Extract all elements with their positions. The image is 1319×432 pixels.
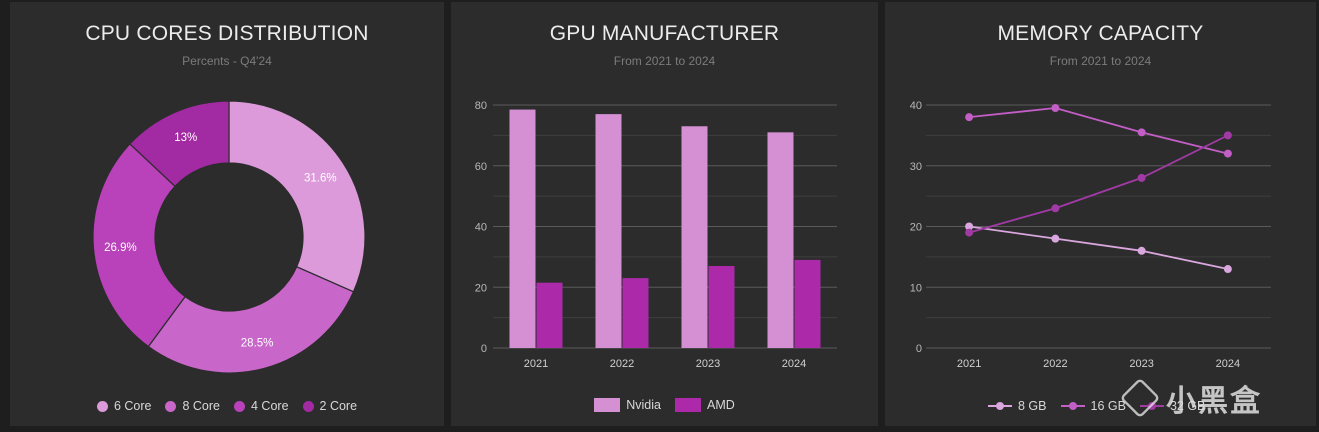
legend-item[interactable]: 6 Core — [96, 399, 152, 413]
legend-swatch — [96, 400, 108, 412]
chart-legend: Nvidia AMD — [451, 398, 878, 412]
legend-label: AMD — [706, 398, 735, 412]
legend-swatch — [594, 398, 621, 412]
donut-slice — [228, 100, 366, 293]
legend-swatch — [165, 400, 177, 412]
y-tick-label: 10 — [910, 282, 922, 294]
bar — [708, 265, 735, 348]
chart-legend: 6 Core 8 Core 4 Core 2 Core — [10, 399, 444, 413]
watermark: 小黑盒 — [1119, 376, 1262, 420]
series-line — [968, 225, 1229, 270]
legend-swatch — [1060, 400, 1085, 412]
bar — [536, 282, 563, 348]
data-point — [1137, 128, 1146, 137]
chart-title: CPU CORES DISTRIBUTION — [85, 22, 369, 45]
data-point — [1051, 204, 1060, 213]
bar — [595, 114, 622, 348]
cpu-cores-panel: CPU CORES DISTRIBUTION Percents - Q4'24 … — [10, 2, 444, 426]
chart-legend: 8 GB 16 GB 32 GB — [885, 399, 1316, 413]
legend-label: 8 Core — [182, 399, 220, 413]
donut-slice — [147, 266, 355, 374]
x-tick-label: 2023 — [1129, 358, 1153, 370]
legend-label: 16 GB — [1090, 399, 1126, 413]
watermark-text: 小黑盒 — [1166, 385, 1262, 418]
y-tick-label: 0 — [916, 343, 922, 355]
x-tick-label: 2022 — [610, 358, 634, 370]
x-tick-label: 2023 — [696, 358, 720, 370]
x-tick-label: 2024 — [782, 358, 806, 370]
x-tick-label: 2024 — [1216, 358, 1240, 370]
legend-label: 6 Core — [113, 399, 152, 413]
x-tick-label: 2021 — [957, 358, 981, 370]
series-line — [968, 134, 1229, 234]
y-tick-label: 0 — [481, 343, 487, 355]
line-chart: 0 10 20 30 40 2021 2022 2023 2024 — [910, 100, 1271, 370]
legend-label: 4 Core — [251, 399, 289, 413]
legend-item[interactable]: 4 Core — [234, 399, 289, 413]
x-tick-label: 2022 — [1043, 358, 1067, 370]
data-point — [965, 113, 974, 122]
data-point — [1051, 104, 1060, 113]
legend-item[interactable]: 32 GB — [1139, 399, 1206, 413]
memory-capacity-panel: MEMORY CAPACITY From 2021 to 2024 0 10 20 3… — [885, 2, 1316, 426]
legend-item[interactable]: AMD — [674, 398, 735, 412]
chart-title: GPU MANUFACTURER — [549, 22, 780, 45]
legend-item[interactable]: 2 Core — [302, 399, 358, 413]
series-line — [969, 107, 1229, 155]
data-point — [1223, 131, 1232, 140]
chart-subtitle: Percents - Q4'24 — [182, 54, 272, 68]
slice-value-label: 26.9% — [104, 242, 137, 254]
data-point — [1051, 234, 1060, 243]
legend-swatch — [302, 400, 314, 412]
data-point — [1223, 149, 1232, 158]
donut-chart: 31.6% 28.5% 26.9% 13% — [92, 100, 366, 374]
legend-item[interactable]: 16 GB — [1060, 399, 1126, 413]
chart-subtitle: From 2021 to 2024 — [613, 54, 716, 68]
slice-value-label: 31.6% — [304, 172, 337, 184]
y-tick-label: 80 — [475, 100, 487, 112]
legend-item[interactable]: Nvidia — [594, 398, 661, 412]
legend-label: 2 Core — [319, 399, 358, 413]
bar-chart: 0 20 40 60 80 2021 2022 2023 2024 — [475, 100, 837, 370]
data-point — [1137, 246, 1146, 255]
legend-swatch — [674, 398, 701, 412]
chart-title: MEMORY CAPACITY — [997, 22, 1204, 45]
y-tick-label: 30 — [910, 161, 922, 173]
data-point — [965, 228, 974, 237]
legend-label: Nvidia — [626, 398, 661, 412]
y-tick-label: 60 — [475, 161, 487, 173]
chart-subtitle: From 2021 to 2024 — [1049, 54, 1152, 68]
legend-swatch — [1139, 400, 1164, 412]
bar — [794, 259, 821, 348]
y-tick-label: 20 — [475, 282, 487, 294]
bar — [767, 132, 794, 348]
x-tick-label: 2021 — [524, 358, 548, 370]
data-point — [965, 222, 974, 231]
donut-slice — [129, 100, 230, 188]
legend-label: 32 GB — [1169, 399, 1206, 413]
slice-value-label: 28.5% — [241, 337, 274, 349]
legend-swatch — [234, 400, 245, 412]
data-point — [1137, 173, 1146, 182]
legend-item[interactable]: 8 Core — [165, 399, 220, 413]
bar — [509, 109, 536, 349]
bar — [681, 126, 708, 348]
watermark-logo-icon — [1119, 377, 1161, 419]
legend-item[interactable]: 8 GB — [988, 399, 1047, 413]
slice-value-label: 13% — [174, 132, 197, 144]
data-point — [1223, 265, 1232, 274]
bar — [622, 278, 649, 348]
legend-swatch — [988, 400, 1012, 412]
y-tick-label: 40 — [475, 222, 487, 234]
donut-slice — [92, 143, 186, 348]
y-tick-label: 40 — [910, 100, 922, 112]
y-tick-label: 20 — [910, 222, 922, 234]
gpu-manufacturer-panel: GPU MANUFACTURER From 2021 to 2024 0 20 40… — [451, 2, 878, 426]
legend-label: 8 GB — [1018, 399, 1047, 413]
